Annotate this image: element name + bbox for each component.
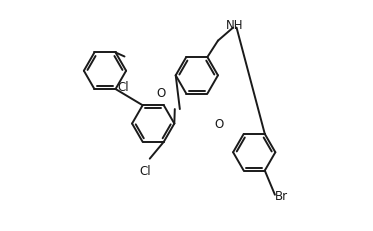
Text: O: O [214,118,223,131]
Text: O: O [156,87,165,100]
Text: Br: Br [275,190,288,203]
Text: Cl: Cl [139,165,151,178]
Text: Cl: Cl [117,82,129,94]
Text: NH: NH [226,19,244,32]
